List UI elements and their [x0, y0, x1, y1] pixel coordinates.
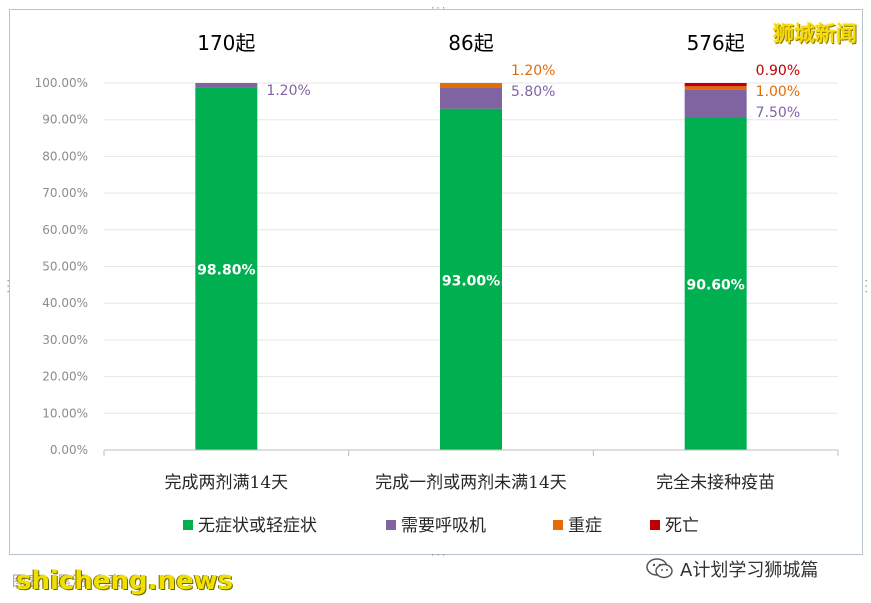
- bars: [195, 83, 747, 451]
- account-watermark: A计划学习狮城篇: [646, 556, 818, 582]
- resize-handle-top[interactable]: ···: [430, 4, 447, 14]
- data-label: 1.20%: [266, 83, 310, 99]
- y-tick-label: 100.00%: [35, 76, 88, 90]
- bar-segment: [195, 83, 258, 88]
- data-label: 93.00%: [442, 273, 500, 289]
- legend-swatch: [553, 520, 563, 530]
- data-label: 7.50%: [756, 105, 800, 121]
- resize-handle-right[interactable]: ···: [860, 278, 870, 295]
- bar-segment: [440, 87, 502, 109]
- bar-segment: [440, 108, 502, 450]
- bar-segment: [684, 86, 747, 90]
- data-label: 1.00%: [756, 84, 800, 100]
- x-category-label: 完成两剂满14天: [165, 473, 289, 493]
- data-label: 98.80%: [197, 263, 255, 279]
- legend-swatch: [650, 520, 660, 530]
- bar-total-label: 576起: [687, 31, 745, 55]
- bar-total-label: 170起: [197, 31, 255, 55]
- y-tick-label: 90.00%: [42, 113, 88, 127]
- legend: 无症状或轻症状 需要呼吸机 重症 死亡: [183, 516, 699, 536]
- data-labels: 98.80% 1.20% 170起 93.00% 1.20% 5.80% 86起 90.60%…: [197, 31, 800, 294]
- site-watermark: shicheng.news: [16, 566, 234, 596]
- wechat-icon: [646, 558, 674, 580]
- brand-watermark: 狮城新闻: [773, 22, 857, 46]
- y-tick-label: 0.00%: [50, 443, 88, 457]
- y-tick-label: 30.00%: [42, 333, 88, 347]
- legend-label: 无症状或轻症状: [198, 516, 317, 536]
- bar-segment: [440, 83, 502, 88]
- y-tick-label: 70.00%: [42, 186, 88, 200]
- bar-total-label: 86起: [448, 31, 493, 55]
- y-tick-label: 50.00%: [42, 260, 88, 274]
- legend-label: 重症: [568, 516, 602, 536]
- y-tick-label: 80.00%: [42, 149, 88, 163]
- y-tick-label: 20.00%: [42, 370, 88, 384]
- legend-swatch: [386, 520, 396, 530]
- legend-label: 死亡: [665, 516, 699, 536]
- x-axis: 完成两剂满14天 完成一剂或两剂未满14天 完全未接种疫苗: [103, 449, 839, 493]
- data-label: 5.80%: [511, 84, 555, 100]
- y-axis: 0.00% 10.00% 20.00% 30.00% 40.00% 50.00% 60.00…: [35, 76, 88, 457]
- data-label: 90.60%: [687, 278, 745, 294]
- account-name: A计划学习狮城篇: [680, 560, 819, 581]
- resize-handle-bottom[interactable]: ···: [430, 551, 447, 561]
- y-tick-label: 40.00%: [42, 296, 88, 310]
- data-label: 0.90%: [756, 63, 800, 79]
- chart-source-credit: 图表：黑潮 小蛮: [12, 574, 123, 590]
- x-category-label: 完成一剂或两剂未满14天: [375, 473, 567, 493]
- resize-handle-left[interactable]: ···: [2, 278, 12, 295]
- bar-segment: [684, 89, 747, 118]
- bar-segment: [684, 117, 747, 451]
- y-tick-label: 60.00%: [42, 223, 88, 237]
- y-tick-label: 10.00%: [42, 406, 88, 420]
- legend-swatch: [183, 520, 193, 530]
- data-label: 1.20%: [511, 63, 555, 79]
- bar-segment: [195, 87, 258, 451]
- legend-label: 需要呼吸机: [401, 516, 486, 536]
- x-category-label: 完全未接种疫苗: [656, 473, 775, 493]
- bar-segment: [684, 83, 747, 87]
